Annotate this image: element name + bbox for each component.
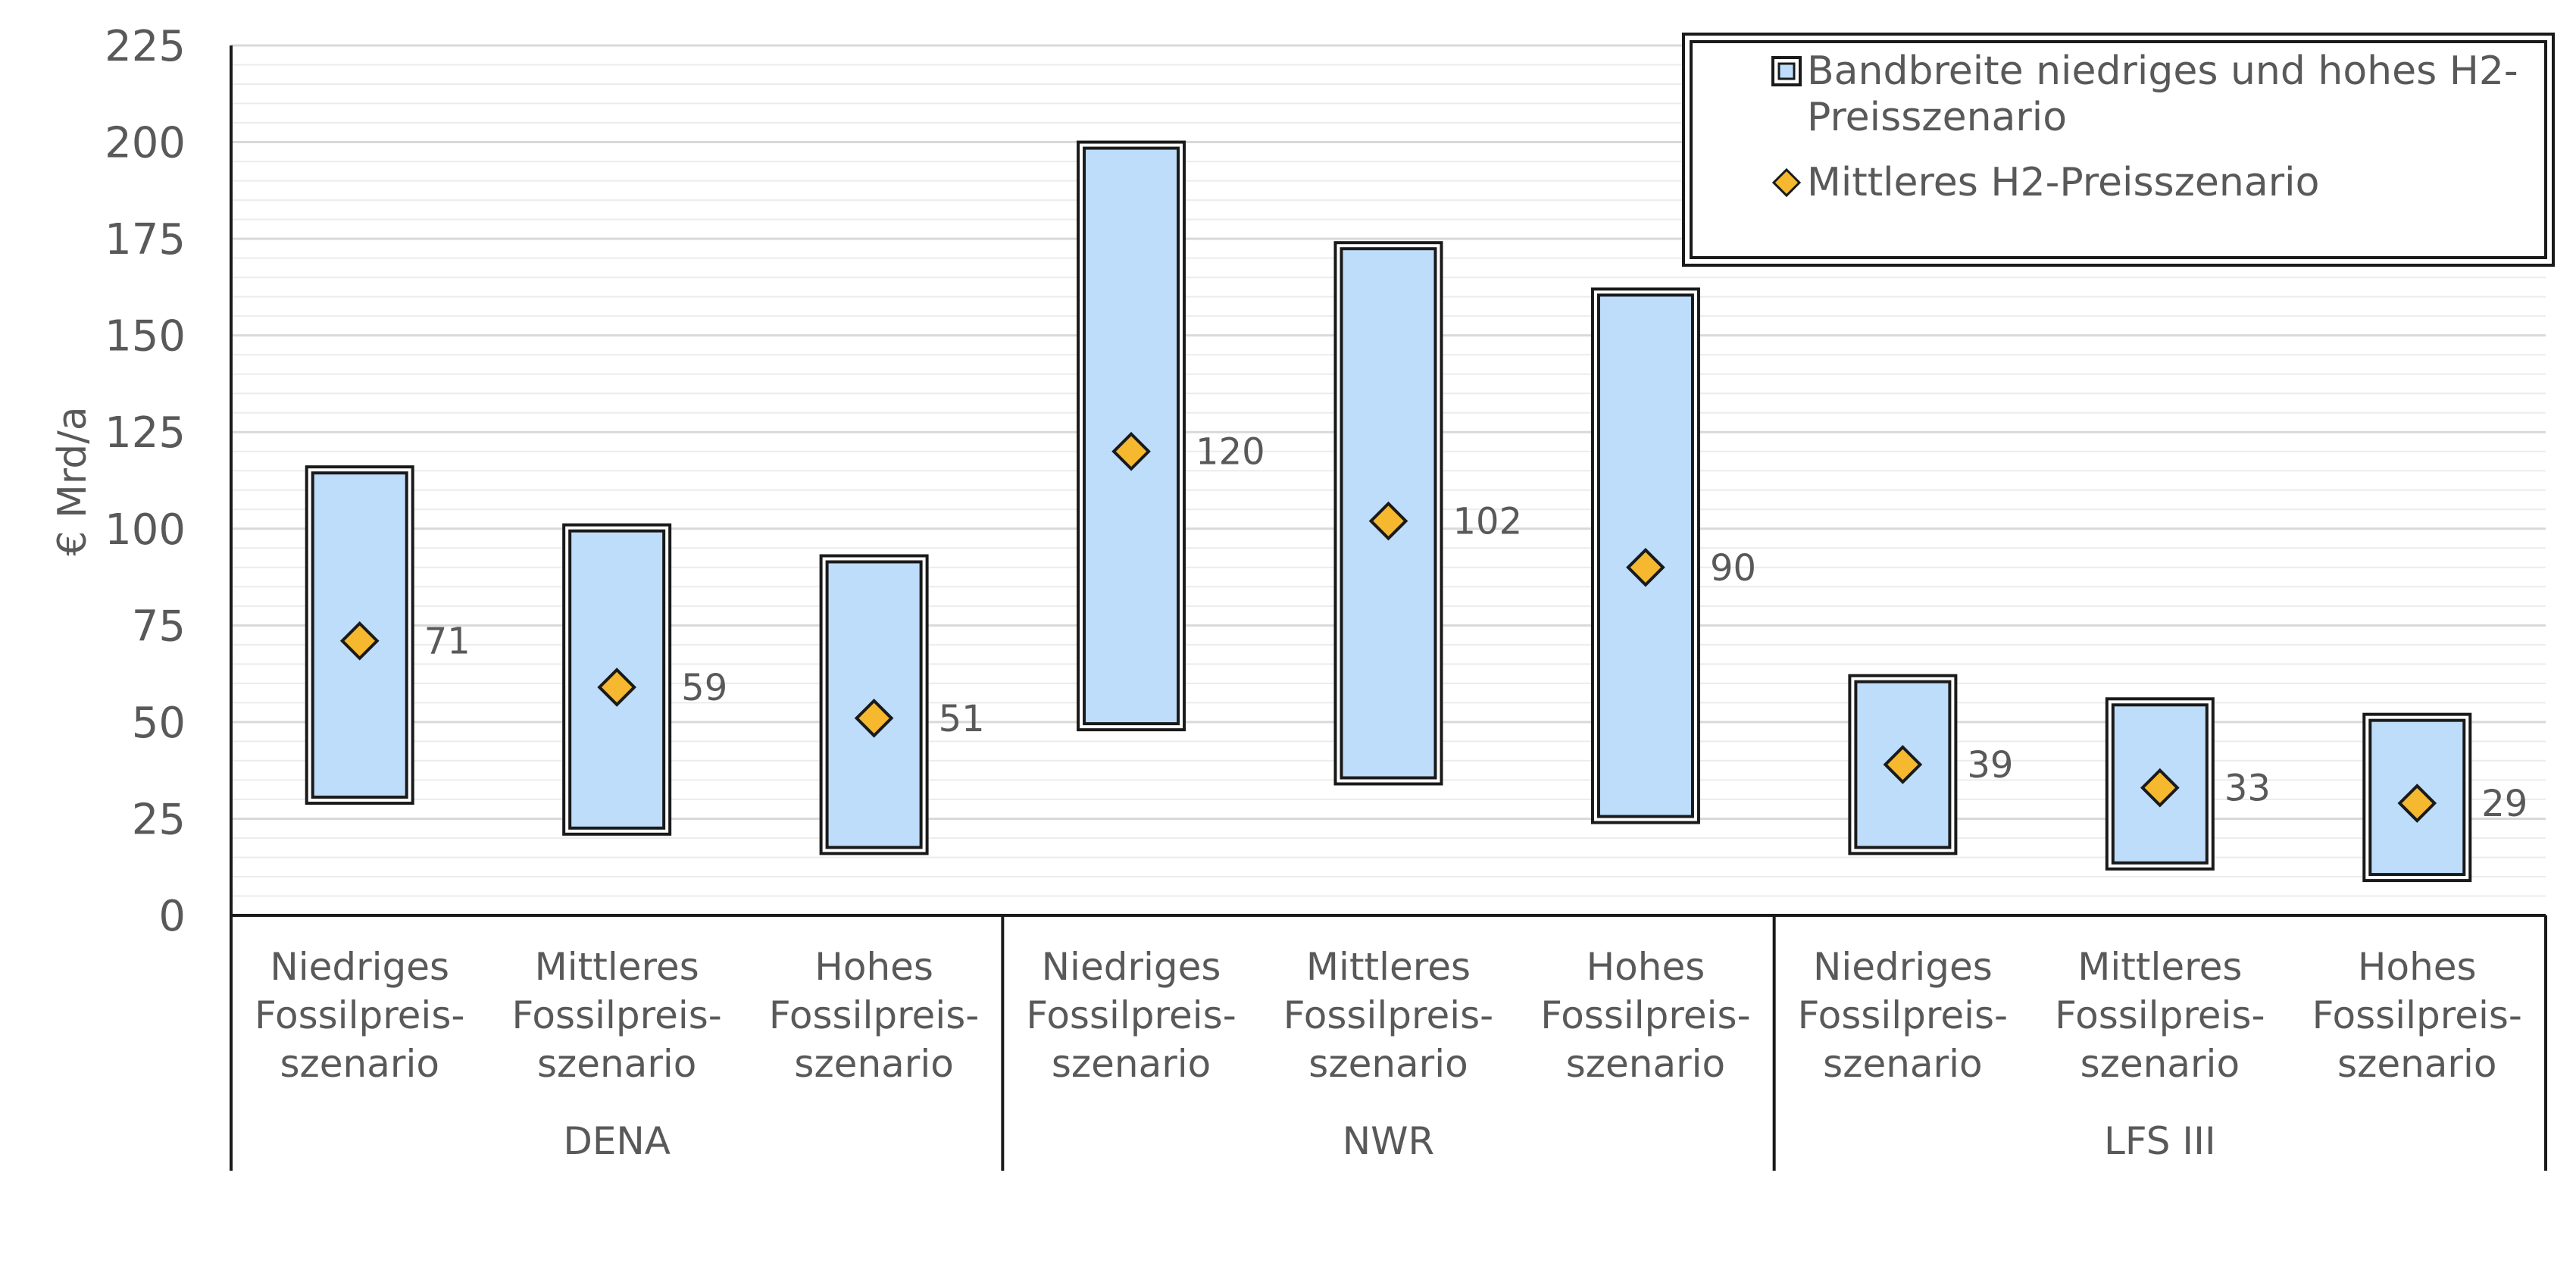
y-tick-label: 50 — [132, 699, 186, 748]
category-label: szenario — [280, 1042, 439, 1086]
y-tick-label: 25 — [132, 795, 186, 844]
data-label: 102 — [1453, 501, 1523, 543]
group-label: DENA — [563, 1119, 671, 1163]
legend-inner-border — [1690, 40, 2547, 259]
diamond-icon — [1771, 167, 1802, 198]
category-label: Mittleres — [535, 945, 699, 989]
category-label: Hohes — [1587, 945, 1705, 989]
category-label: szenario — [1052, 1042, 1211, 1086]
category-label: Niedriges — [270, 945, 449, 989]
y-tick-label: 200 — [105, 119, 186, 168]
category-label: Fossilpreis- — [255, 993, 464, 1037]
y-tick-label: 100 — [105, 505, 186, 555]
mid-markers — [339, 431, 2437, 823]
category-label: Mittleres — [1306, 945, 1471, 989]
mid-marker — [854, 698, 894, 738]
mid-marker — [1368, 501, 1408, 541]
legend-label: Preisszenario — [1807, 95, 2067, 140]
legend-label: Bandbreite niedriges und hohes H2- — [1807, 48, 2518, 94]
category-label: Fossilpreis- — [1283, 993, 1493, 1037]
data-label: 120 — [1196, 431, 1265, 474]
category-label: Niedriges — [1042, 945, 1221, 989]
data-label: 51 — [939, 698, 985, 740]
category-label: Fossilpreis- — [2055, 993, 2265, 1037]
category-label: Fossilpreis- — [2312, 993, 2522, 1037]
category-label: szenario — [2080, 1042, 2240, 1086]
category-label: szenario — [1308, 1042, 1468, 1086]
category-label: Fossilpreis- — [1540, 993, 1750, 1037]
category-label: Niedriges — [1813, 945, 1993, 989]
y-tick-label: 225 — [105, 22, 186, 71]
legend-box — [1682, 33, 2555, 267]
legend: Bandbreite niedriges und hohes H2-Preiss… — [1682, 33, 2555, 267]
mid-marker — [339, 621, 380, 661]
mid-marker — [2397, 784, 2437, 823]
legend-label: Mittleres H2-Preisszenario — [1807, 160, 2319, 205]
category-label: szenario — [1566, 1042, 1725, 1086]
mid-marker — [2140, 768, 2180, 808]
mid-marker — [1626, 547, 1665, 587]
data-label: 59 — [681, 667, 727, 709]
category-label: Fossilpreis- — [511, 993, 721, 1037]
data-label: 29 — [2481, 783, 2528, 825]
y-tick-label: 125 — [105, 408, 186, 458]
y-tick-label: 150 — [105, 312, 186, 361]
data-label: 71 — [424, 621, 470, 663]
category-label: szenario — [537, 1042, 696, 1086]
y-tick-label: 0 — [158, 892, 186, 941]
range-bar — [1340, 247, 1437, 780]
category-label: szenario — [2337, 1042, 2496, 1086]
y-axis-label: € Mrd/a — [50, 406, 95, 555]
mid-marker — [1883, 745, 1923, 784]
category-label: Mittleres — [2077, 945, 2242, 989]
category-label: Hohes — [2358, 945, 2477, 989]
axes — [230, 45, 2547, 1171]
category-label: Fossilpreis- — [1026, 993, 1236, 1037]
group-label: LFS III — [2104, 1119, 2216, 1163]
group-label: NWR — [1343, 1119, 1435, 1163]
y-tick-label: 175 — [105, 215, 186, 264]
category-label: Fossilpreis- — [769, 993, 979, 1037]
data-label: 33 — [2224, 768, 2271, 810]
category-label: szenario — [1823, 1042, 1982, 1086]
y-tick-label: 75 — [132, 602, 186, 651]
category-label: Fossilpreis- — [1798, 993, 2008, 1037]
mid-marker — [1111, 431, 1151, 471]
data-label: 90 — [1710, 547, 1756, 590]
category-label: szenario — [794, 1042, 953, 1086]
mid-marker — [597, 668, 636, 707]
category-label: Hohes — [814, 945, 933, 989]
range-box-icon-inner — [1777, 62, 1796, 80]
data-label: 39 — [1967, 744, 2013, 787]
chart-text: 0 25 50 75 100 125 150 175 200 225 € Mrd/a 71 Niedri… — [50, 22, 2528, 1163]
